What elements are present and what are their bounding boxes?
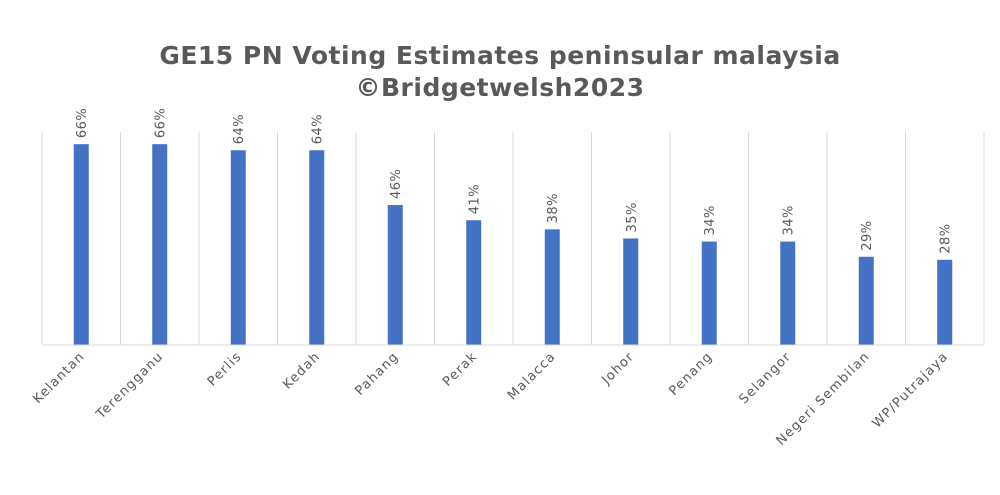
bar [309, 150, 325, 345]
x-tick-label: Terengganu [93, 349, 167, 423]
bar [623, 238, 639, 345]
bar [858, 256, 874, 345]
bar [780, 241, 796, 345]
chart-subtitle: ©Bridgetwelsh2023 [355, 73, 645, 102]
bars [73, 144, 953, 345]
chart-title-line: GE15 PN Voting Estimates peninsular mala… [159, 41, 841, 70]
data-label: 34% [703, 205, 718, 235]
data-label: 28% [939, 223, 954, 253]
data-label: 41% [468, 184, 483, 214]
bar [387, 205, 403, 345]
data-labels: 66% 66% 64% 64% 46% 41% 38% 35% 34% 34% 29% 28% [75, 108, 954, 254]
bar [152, 144, 168, 345]
data-label: 29% [860, 220, 875, 250]
x-tick-label: Kedah [280, 349, 323, 392]
x-tick-label: Johor [598, 349, 637, 388]
data-label: 66% [75, 108, 90, 138]
x-tick-label: WP/Putrajaya [870, 349, 952, 431]
bar [544, 229, 560, 345]
x-tick-label: Malacca [505, 349, 559, 403]
data-label: 38% [546, 193, 561, 223]
data-label: 34% [782, 205, 797, 235]
x-tick-labels: Kelantan Terengganu Perlis Kedah Pahang Perak… [30, 349, 951, 448]
data-label: 66% [154, 108, 169, 138]
x-tick-label: Kelantan [30, 349, 88, 407]
chart-title: GE15 PN Voting Estimates peninsular mala… [0, 40, 1000, 104]
data-label: 46% [389, 169, 404, 199]
x-tick-label: Selangor [736, 349, 794, 407]
bar [701, 241, 717, 345]
x-tick-label: Perak [440, 349, 480, 389]
bar [230, 150, 246, 345]
x-tick-label: Pahang [352, 349, 402, 399]
data-label: 64% [311, 114, 326, 144]
x-tick-label: Perlis [205, 349, 245, 389]
data-label: 35% [625, 202, 640, 232]
data-label: 64% [232, 114, 247, 144]
bar [466, 220, 482, 345]
bar [73, 144, 89, 345]
category-gridlines [41, 132, 985, 345]
x-tick-label: Penang [666, 349, 716, 399]
bar [937, 259, 953, 345]
